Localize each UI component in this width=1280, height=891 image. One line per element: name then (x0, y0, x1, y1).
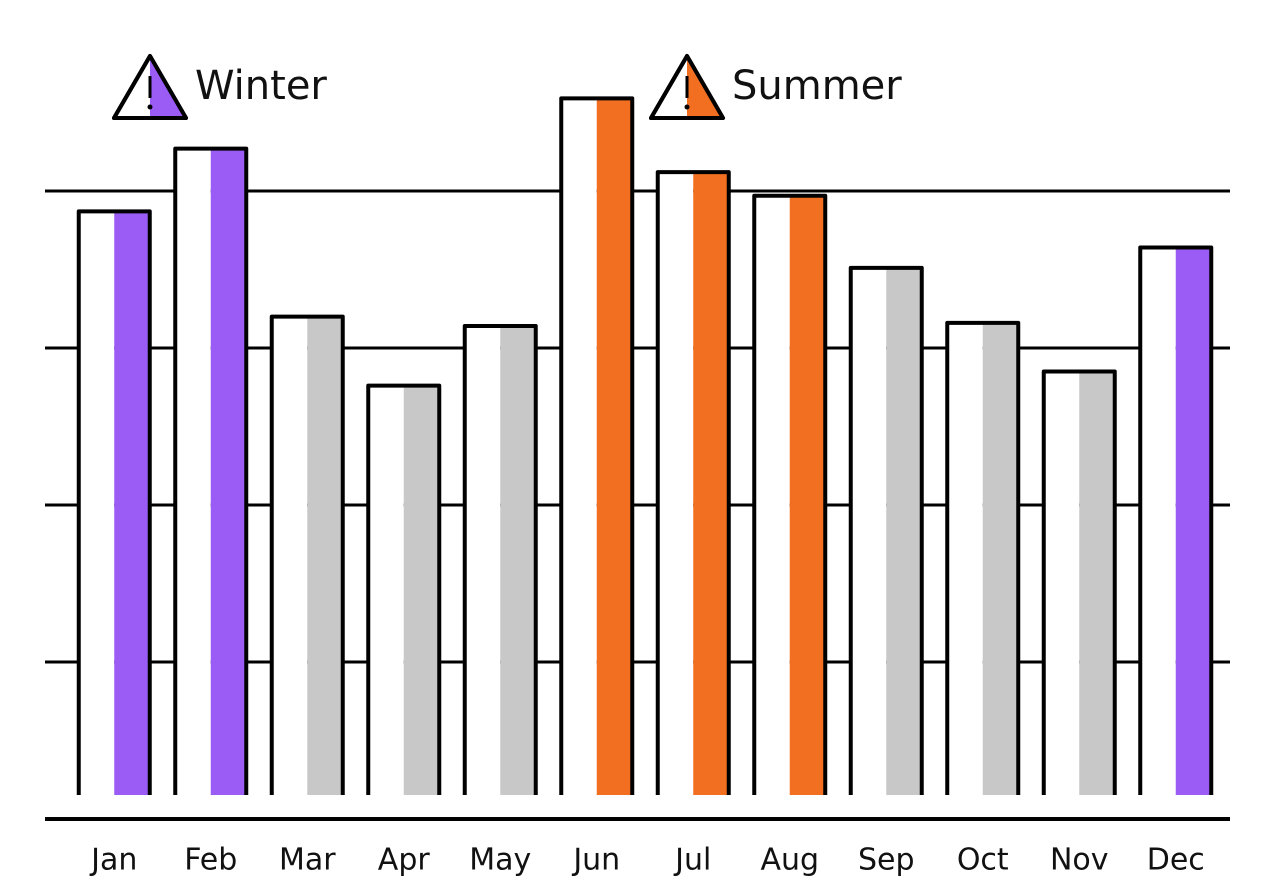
x-tick-label: Dec (1147, 843, 1205, 878)
annotation: Winter (195, 63, 327, 109)
warning-dot (147, 104, 153, 110)
bar-light (657, 172, 694, 795)
bar-outline (559, 96, 635, 795)
x-tick-label: Jun (571, 843, 620, 878)
bar-light (850, 267, 887, 795)
annotation: Summer (732, 63, 902, 109)
bar-outline (655, 170, 731, 795)
bar (210, 148, 247, 796)
bar (596, 98, 633, 796)
bar-outline (269, 314, 345, 795)
x-tick-label: Oct (957, 843, 1009, 878)
x-tick-label: Sep (858, 843, 915, 878)
bar-outline (366, 383, 442, 795)
bar-outline (945, 320, 1021, 795)
x-tick-label: Mar (279, 843, 336, 878)
bar (114, 211, 150, 795)
bar (500, 326, 536, 795)
bar-light (271, 316, 308, 795)
bar-light (368, 385, 404, 795)
bar (982, 322, 1019, 795)
x-tick-label: Apr (378, 843, 431, 878)
warning-dot (684, 104, 690, 110)
bar-outline (1041, 369, 1117, 795)
bar-light (1043, 371, 1080, 795)
bar (789, 195, 826, 795)
bar-light (78, 211, 115, 795)
x-tick-label: Nov (1050, 843, 1109, 878)
bar-outline (752, 193, 828, 795)
x-tick-label: May (469, 843, 531, 878)
bar-light (175, 148, 211, 796)
bar-light (464, 326, 501, 795)
warning-icon-outline (112, 54, 188, 120)
bar (693, 172, 729, 795)
bar-outline (1138, 245, 1214, 795)
bar (307, 316, 343, 795)
bar-light (561, 98, 597, 796)
bar-outline (462, 324, 538, 795)
x-tick-label: Feb (184, 843, 237, 878)
x-tick-label: Jul (673, 843, 711, 878)
bar (1079, 371, 1115, 795)
x-tick-label: Jan (89, 843, 137, 878)
bar-outline (173, 146, 249, 795)
x-tick-label: Aug (760, 843, 819, 878)
bar-light (754, 195, 790, 795)
bar (1175, 247, 1212, 795)
bar-outline (848, 265, 924, 795)
bar (403, 385, 440, 795)
bar-light (947, 322, 983, 795)
bar-light (1140, 247, 1176, 795)
bar (886, 267, 922, 795)
bar-outline (76, 209, 152, 795)
warning-icon-outline (649, 54, 725, 120)
